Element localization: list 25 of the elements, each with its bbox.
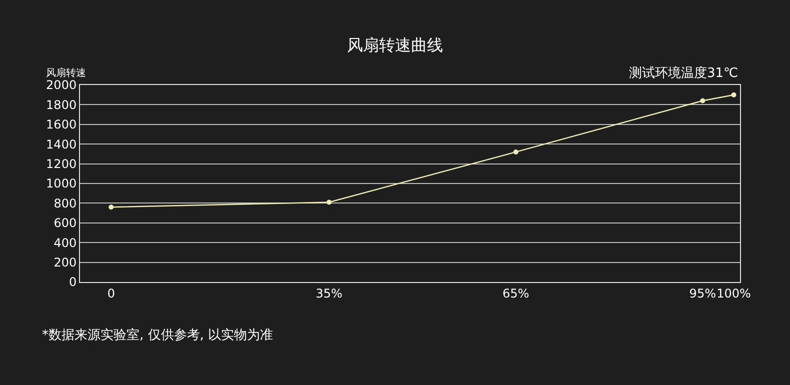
y-tick-label: 1400 <box>46 137 77 152</box>
y-tick-label: 2000 <box>46 78 77 92</box>
chart-title: 风扇转速曲线 <box>347 36 443 55</box>
x-tick-label: 65% <box>502 286 530 300</box>
y-tick-label: 1600 <box>46 118 77 132</box>
text: *数据来源实验室, 仅供参考, 以实物为准 <box>42 327 274 343</box>
y-tick-label: 800 <box>54 196 77 210</box>
y-tick-label: 600 <box>54 216 77 230</box>
y-tick-label: 1000 <box>46 176 77 191</box>
point <box>731 92 736 98</box>
text: 测试环境温度31℃ <box>629 65 738 81</box>
y-axis-title: 风扇转速 <box>46 67 86 79</box>
y-tick-label: 1800 <box>46 98 77 112</box>
point <box>513 149 518 154</box>
y-tick-label: 1200 <box>46 157 77 171</box>
y-tick-label: 200 <box>54 256 77 270</box>
x-tick-label: 35% <box>316 286 342 300</box>
y-tick-label: 0 <box>68 275 77 290</box>
point <box>326 200 332 205</box>
y-tick-label: 400 <box>54 236 77 250</box>
x-tick-label: 100% <box>716 286 751 300</box>
x-tick-label: 95% <box>689 286 716 300</box>
point <box>700 98 706 104</box>
x-tick-label: 0 <box>107 286 115 300</box>
point <box>108 204 114 210</box>
